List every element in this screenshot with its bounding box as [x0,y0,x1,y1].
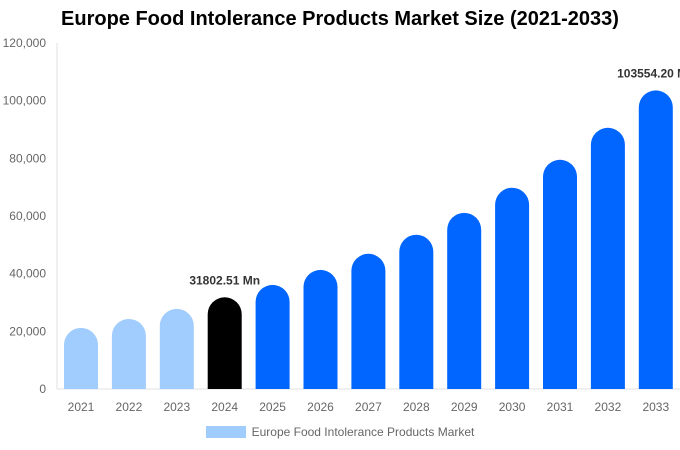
x-tick-label: 2028 [403,400,430,414]
bar-2021 [64,327,98,389]
x-tick-label: 2026 [307,400,334,414]
x-tick-label: 2030 [499,400,526,414]
x-tick-label: 2033 [642,400,669,414]
bar-2031 [543,159,577,389]
bar-2026 [303,269,338,389]
x-tick-label: 2029 [451,400,478,414]
x-tick-label: 2023 [163,400,190,414]
y-tick-label: 20,000 [9,324,46,338]
data-label: 31802.51 Mn [189,273,260,287]
y-tick-label: 80,000 [9,151,46,165]
x-tick-label: 2021 [68,400,95,414]
x-tick-label: 2031 [547,400,574,414]
bar-2030 [495,187,530,389]
legend: Europe Food Intolerance Products Market [0,425,680,439]
y-tick-label: 40,000 [9,267,46,281]
bar-2033 [638,90,673,389]
x-tick-label: 2032 [595,400,622,414]
bar-2029 [447,212,482,389]
y-tick-label: 100,000 [3,94,47,108]
x-tick-label: 2024 [211,400,238,414]
x-tick-label: 2027 [355,400,382,414]
bar-2024 [207,297,242,389]
x-tick-label: 2025 [259,400,286,414]
chart-title: Europe Food Intolerance Products Market … [61,8,619,30]
y-tick-label: 120,000 [3,36,47,50]
x-tick-label: 2022 [116,400,143,414]
bar-2027 [351,253,386,389]
legend-swatch [205,426,246,438]
bar-2025 [255,284,290,389]
bar-2032 [590,127,625,389]
y-tick-label: 0 [39,382,46,396]
y-tick-label: 60,000 [9,209,46,223]
legend-label: Europe Food Intolerance Products Market [251,425,475,439]
bar-2022 [111,318,146,389]
bar-2023 [159,308,194,389]
data-label: 103554.20 Mn [617,66,680,80]
bar-2028 [399,234,434,389]
